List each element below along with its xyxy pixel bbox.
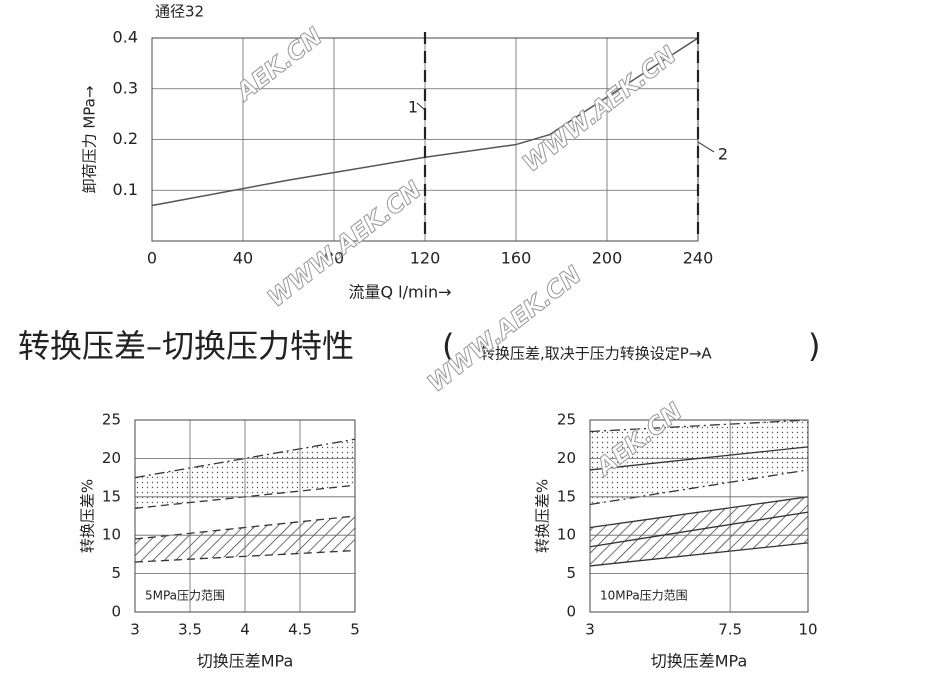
x-tick-label: 10 <box>798 621 817 639</box>
y-tick-label: 0 <box>111 603 121 621</box>
band-upper <box>134 438 356 479</box>
y-tick-label: 0.2 <box>113 129 138 148</box>
watermark: WWW.AEK.CN <box>517 41 681 178</box>
plot-frame <box>134 419 356 613</box>
x-tick-label: 3 <box>585 621 595 639</box>
reference-label: 2 <box>718 145 728 164</box>
line <box>151 37 699 207</box>
line <box>589 511 809 548</box>
x-axis-label: 切换压差MPa <box>651 652 748 671</box>
x-tick-label: 40 <box>233 249 253 268</box>
x-axis-label: 流量Q l/min→ <box>348 283 451 302</box>
leader <box>697 141 715 153</box>
x-tick-label: 3.5 <box>178 621 202 639</box>
plot-frame <box>589 419 809 613</box>
x-axis-label: 切换压差MPa <box>197 652 294 671</box>
band-fill <box>590 496 808 566</box>
line <box>589 446 809 471</box>
x-tick-label: 4 <box>240 621 250 639</box>
x-tick-label: 0 <box>147 249 157 268</box>
y-tick-label: 15 <box>102 487 121 505</box>
y-tick-label: 10 <box>557 526 576 544</box>
x-tick-label: 160 <box>501 249 532 268</box>
heading-close: ) <box>808 327 820 365</box>
band-fill <box>590 420 808 505</box>
watermark: AEK.CN <box>230 22 328 107</box>
y-tick-label: 15 <box>557 487 576 505</box>
x-tick-label: 120 <box>410 249 441 268</box>
band-upper <box>589 496 809 529</box>
y-axis-label: 卸荷压力 MPa→ <box>81 86 99 194</box>
y-tick-label: 10 <box>102 526 121 544</box>
range-label: 10MPa压力范围 <box>600 589 688 603</box>
heading-note: 转换压差,取决于压力转换设定P→A <box>480 345 712 363</box>
x-tick-label: 5 <box>350 621 360 639</box>
chart-title: 通径32 <box>155 3 204 21</box>
x-tick-label: 3 <box>130 621 140 639</box>
y-axis-label: 转换压差% <box>534 479 552 553</box>
range-label: 5MPa压力范围 <box>145 589 225 603</box>
y-tick-label: 5 <box>566 564 576 582</box>
y-axis-label: 转换压差% <box>79 479 97 553</box>
reference-label: 1 <box>408 98 418 117</box>
heading-title: 转换压差–切换压力特性 <box>18 327 354 365</box>
heading-open: ( <box>442 327 454 365</box>
y-tick-label: 20 <box>102 449 121 467</box>
y-tick-label: 0.4 <box>113 28 138 47</box>
y-tick-label: 20 <box>557 449 576 467</box>
y-tick-label: 25 <box>557 411 576 429</box>
y-tick-label: 0.3 <box>113 78 138 97</box>
y-tick-label: 25 <box>102 411 121 429</box>
band-lower <box>589 542 809 567</box>
band-lower <box>589 469 809 506</box>
band-upper <box>589 419 809 433</box>
x-tick-label: 200 <box>592 249 623 268</box>
x-tick-label: 240 <box>683 249 714 268</box>
x-tick-label: 7.5 <box>718 621 742 639</box>
x-tick-label: 80 <box>324 249 344 268</box>
x-tick-label: 4.5 <box>288 621 312 639</box>
y-tick-label: 0.1 <box>113 180 138 199</box>
y-tick-label: 5 <box>111 564 121 582</box>
leader <box>416 102 426 111</box>
y-tick-label: 0 <box>566 603 576 621</box>
